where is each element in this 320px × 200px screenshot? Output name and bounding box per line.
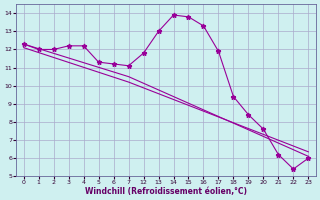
X-axis label: Windchill (Refroidissement éolien,°C): Windchill (Refroidissement éolien,°C) [85,187,247,196]
